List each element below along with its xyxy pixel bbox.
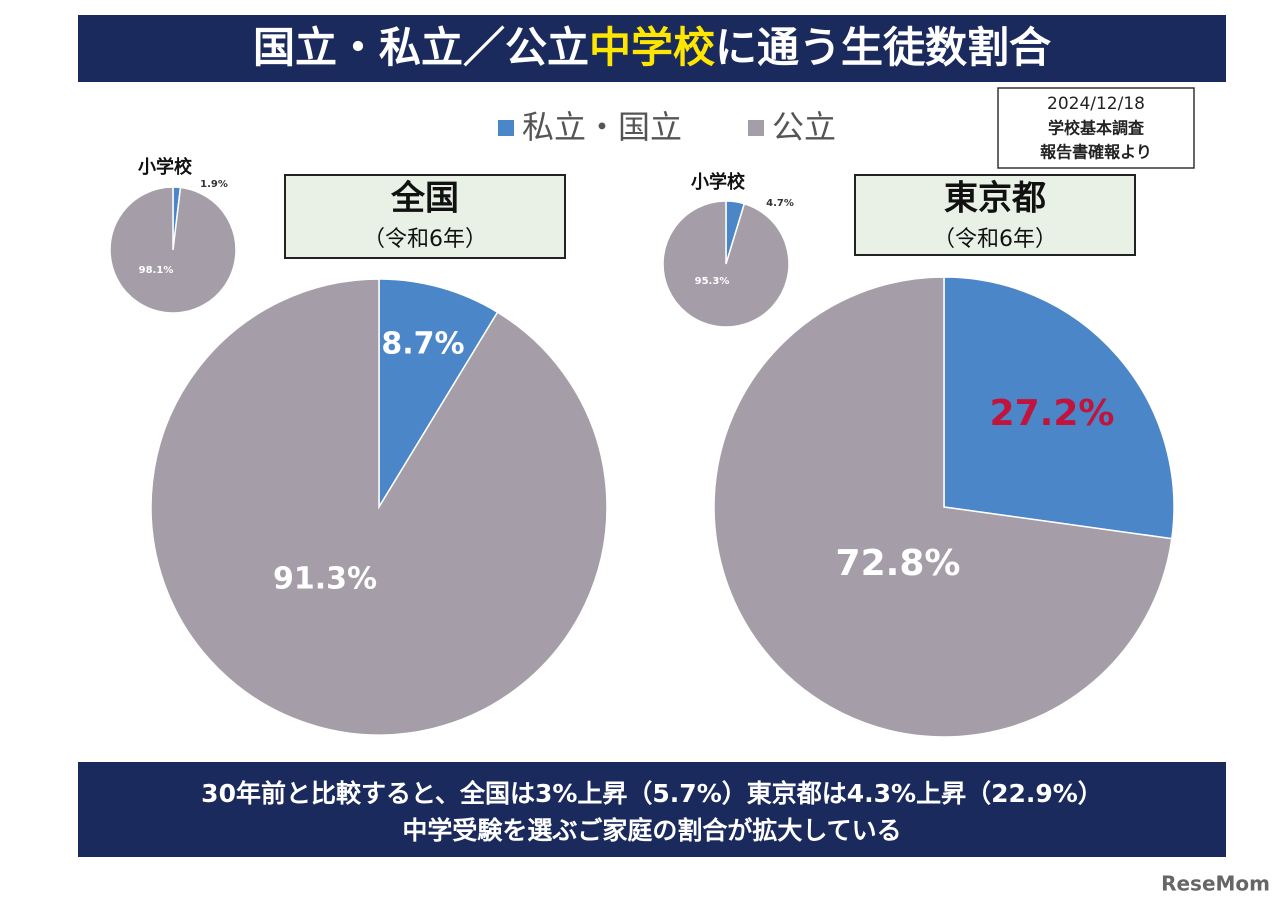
legend-label: 公立 — [772, 108, 836, 146]
data-label: 72.8% — [836, 543, 961, 584]
source-text: 報告書確報より — [1040, 143, 1152, 162]
data-label: 27.2% — [990, 393, 1115, 434]
source-date: 2024/12/18 — [1047, 94, 1145, 114]
chart-title: 小学校 — [138, 156, 193, 178]
chart-title: 全国 — [390, 179, 459, 219]
data-label: 95.3% — [695, 276, 730, 287]
watermark: ReseMom — [1161, 872, 1270, 896]
data-label: 1.9% — [200, 179, 228, 190]
pie-slice — [662, 200, 790, 328]
pie-slice — [378, 278, 499, 510]
chart-subtitle: （令和6年） — [933, 227, 1057, 252]
page-title: 国立・私立／公立中学校に通う生徒数割合 — [253, 23, 1051, 72]
title-part: 国立・私立／公立 — [253, 23, 589, 72]
footer-text: 中学受験を選ぶご家庭の割合が拡大している — [402, 816, 901, 845]
data-label: 4.7% — [766, 198, 794, 209]
title-highlight: 中学校 — [589, 23, 715, 72]
pie-slice — [713, 276, 1173, 738]
legend-label: 私立・国立 — [522, 108, 682, 146]
chart-title: 東京都 — [944, 179, 1046, 219]
header-bar — [78, 15, 1226, 82]
pie-slice — [150, 278, 608, 736]
data-label: 8.7% — [381, 327, 464, 362]
pie-slice — [109, 186, 237, 314]
data-label: 91.3% — [273, 562, 377, 597]
source-text: 学校基本調査 — [1048, 119, 1144, 138]
source-box — [997, 87, 1195, 169]
data-label: 98.1% — [139, 265, 174, 276]
pie-slice — [943, 276, 1175, 540]
footer-bar — [78, 762, 1226, 857]
footer-text: 30年前と比較すると、全国は3%上昇（5.7%）東京都は4.3%上昇（22.9%… — [201, 779, 1103, 808]
title-part: に通う生徒数割合 — [715, 23, 1051, 72]
chart-title-box — [854, 174, 1136, 256]
chart-subtitle: （令和6年） — [363, 227, 487, 252]
legend-swatch — [498, 120, 514, 136]
chart-title: 小学校 — [691, 171, 746, 193]
chart-title-box — [284, 174, 566, 259]
legend-swatch — [748, 120, 764, 136]
